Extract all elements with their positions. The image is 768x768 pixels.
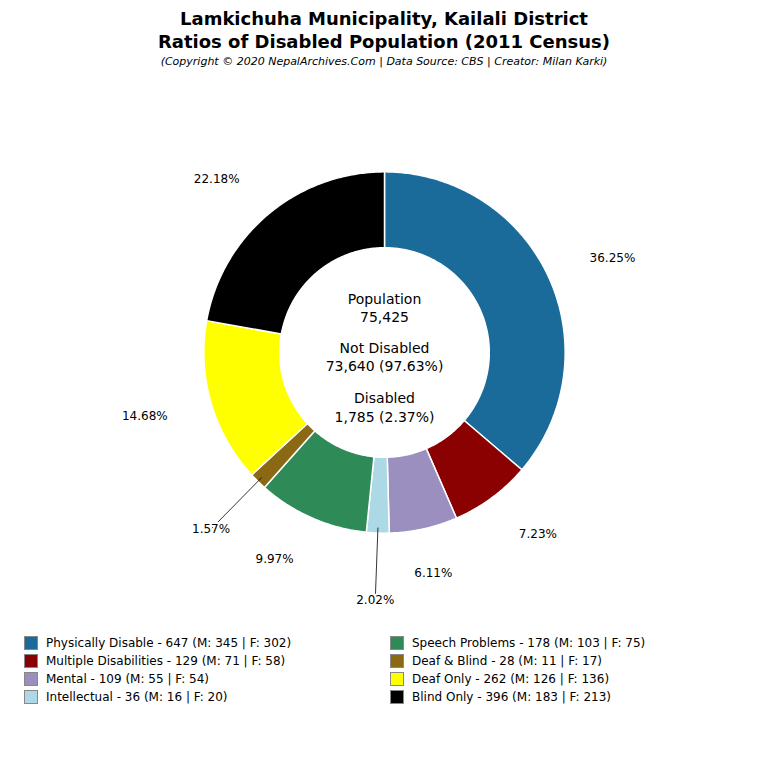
html-text:Blind Only - 396 (M: 183 | F:: Blind Only - 396 (M: 183 | F: 213): [412, 690, 611, 704]
svg-text:7.23%: 7.23%: [519, 527, 557, 541]
html-text:Intellectual - 36 (M: 16 | F:: Intellectual - 36 (M: 16 | F: 20): [46, 690, 228, 704]
html-text:Lamkichuha Municipality, Kaila: Lamkichuha Municipality, Kailali Distric…: [158, 8, 610, 52]
html-text:Mental - 109 (M: 55 | F: 54): Mental - 109 (M: 55 | F: 54): [46, 672, 209, 686]
html-text:Deaf & Blind - 28 (M: 11 | F:: Deaf & Blind - 28 (M: 11 | F: 17): [412, 654, 602, 668]
svg-text:6.11%: 6.11%: [414, 566, 452, 580]
svg-text:1.57%: 1.57%: [192, 522, 230, 536]
svg-text:36.25%: 36.25%: [590, 251, 636, 265]
html-text:Physically Disable - 647 (M: 3: Physically Disable - 647 (M: 345 | F: 30…: [46, 636, 292, 650]
svg-text:2.02%: 2.02%: [356, 593, 394, 607]
svg-text:14.68%: 14.68%: [122, 409, 168, 423]
svg-text:Not Disabled73,640 (97.63%): Not Disabled73,640 (97.63%): [326, 340, 444, 374]
html-text:Deaf Only - 262 (M: 126 | F: 1: Deaf Only - 262 (M: 126 | F: 136): [412, 672, 610, 686]
svg-text:22.18%: 22.18%: [194, 172, 240, 186]
svg-text:2.02%: 2.02%: [356, 593, 394, 607]
html-text:(Copyright © 2020 NepalArchive: (Copyright © 2020 NepalArchives.Com | Da…: [160, 55, 608, 68]
svg-text:Disabled1,785 (2.37%): Disabled1,785 (2.37%): [335, 390, 435, 424]
html-text:Multiple Disabilities - 129 (M: Multiple Disabilities - 129 (M: 71 | F: …: [46, 654, 286, 668]
html-text:Speech Problems - 178 (M: 103: Speech Problems - 178 (M: 103 | F: 75): [412, 636, 646, 650]
svg-text:1.57%: 1.57%: [192, 522, 230, 536]
svg-text:9.97%: 9.97%: [256, 552, 294, 566]
svg-text:Population75,425: Population75,425: [348, 291, 422, 325]
